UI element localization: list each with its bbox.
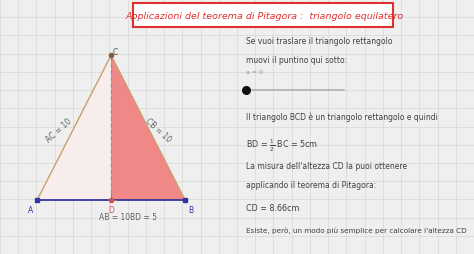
Text: AC = 10: AC = 10: [45, 117, 74, 144]
Text: D: D: [108, 205, 114, 214]
Text: C: C: [112, 47, 118, 56]
Text: A: A: [28, 205, 33, 214]
Text: muovi il puntino qui sotto:: muovi il puntino qui sotto:: [246, 55, 347, 65]
Text: a = 0: a = 0: [246, 69, 264, 74]
Text: CB = 10: CB = 10: [144, 117, 173, 144]
Text: Applicazioni del teorema di Pitagora :  triangolo equilatero: Applicazioni del teorema di Pitagora : t…: [125, 12, 404, 21]
Polygon shape: [111, 56, 185, 200]
Text: Esiste, però, un modo più semplice per calcolare l'altezza CD: Esiste, però, un modo più semplice per c…: [246, 226, 467, 233]
Text: BD = 5: BD = 5: [130, 212, 157, 221]
Text: La misura dell'altezza CD la puoi ottenere: La misura dell'altezza CD la puoi ottene…: [246, 162, 408, 171]
Text: applicando il teorema di Pitagora:: applicando il teorema di Pitagora:: [246, 180, 377, 189]
Polygon shape: [37, 56, 111, 200]
Text: Se vuoi traslare il triangolo rettangolo: Se vuoi traslare il triangolo rettangolo: [246, 37, 393, 46]
Text: BD = $\mathregular{\frac{1}{2}}$ BC = 5cm: BD = $\mathregular{\frac{1}{2}}$ BC = 5c…: [246, 137, 319, 153]
Text: CD = 8.66cm: CD = 8.66cm: [246, 203, 300, 212]
Text: AB = 10: AB = 10: [99, 212, 130, 221]
Text: Il triangolo BCD è un triangolo rettangolo e quindi: Il triangolo BCD è un triangolo rettango…: [246, 112, 438, 121]
Text: B: B: [188, 205, 193, 214]
